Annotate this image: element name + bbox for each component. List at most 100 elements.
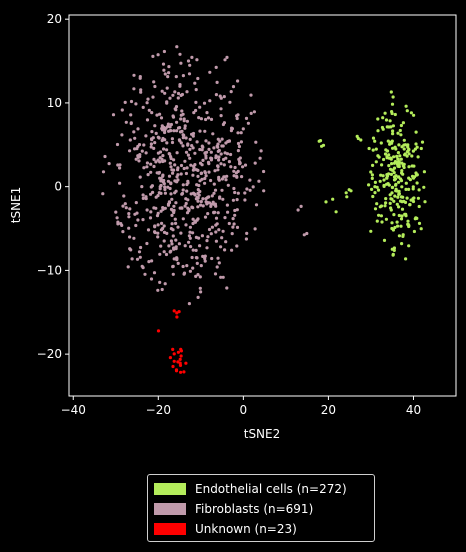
scatter-point [397,189,401,193]
scatter-point [378,179,382,183]
scatter-point [174,201,178,205]
scatter-point [172,158,176,162]
scatter-point [391,95,395,99]
scatter-point [147,108,151,112]
scatter-point [134,102,138,106]
scatter-point [163,72,167,76]
scatter-point [203,151,207,155]
scatter-point [216,164,220,168]
scatter-point [225,55,229,60]
scatter-point [207,147,211,151]
scatter-point [221,229,225,233]
scatter-point [101,192,105,196]
scatter-point [174,238,178,242]
scatter-point [156,235,160,239]
scatter-point [377,155,381,159]
scatter-point [207,170,211,174]
scatter-point [374,147,378,151]
scatter-point [384,118,389,122]
scatter-point [123,100,127,104]
scatter-point [174,221,178,225]
scatter-point [151,136,155,140]
scatter-point [376,129,380,133]
scatter-point [165,141,169,145]
scatter-point [201,197,205,201]
scatter-point [407,165,411,169]
scatter-point [181,74,185,78]
scatter-point [183,126,187,130]
scatter-point [405,154,409,158]
scatter-point [396,157,400,161]
scatter-point [149,162,153,166]
x-tick-label: 0 [240,403,248,417]
scatter-point [397,143,401,147]
scatter-point [224,178,228,182]
scatter-point [223,248,227,252]
scatter-point [163,159,167,163]
scatter-point [209,202,213,206]
scatter-point [124,120,128,124]
scatter-point [412,196,416,200]
scatter-point [191,206,195,210]
scatter-point [216,145,220,149]
scatter-point [397,164,401,169]
scatter-point [374,160,378,164]
scatter-point [175,256,179,260]
legend-swatch [154,483,186,495]
scatter-point [140,149,144,153]
scatter-point [177,242,181,246]
scatter-point [156,231,160,235]
scatter-point [320,144,324,148]
scatter-point [175,311,179,315]
scatter-point [207,162,211,166]
scatter-point [207,227,212,232]
scatter-point [182,271,187,275]
scatter-point [389,197,393,201]
scatter-point [218,196,222,200]
scatter-point [179,354,183,358]
scatter-point [209,178,213,183]
scatter-point [222,95,226,99]
scatter-point [150,111,154,115]
scatter-point [181,112,185,116]
scatter-point [370,187,374,191]
scatter-point [401,121,405,125]
scatter-point [226,183,230,187]
scatter-point [161,206,165,210]
scatter-point [385,156,389,160]
scatter-point [214,65,218,69]
scatter-point [214,204,218,208]
scatter-point [193,219,197,223]
scatter-point [204,197,208,201]
scatter-point [236,149,240,153]
legend-swatch [154,503,186,515]
y-tick-label: 10 [47,96,62,110]
scatter-point [397,205,401,209]
scatter-point [389,172,393,176]
scatter-point [153,141,157,145]
scatter-point [199,290,203,294]
scatter-point [201,145,205,149]
legend-swatch [154,523,186,535]
scatter-point [227,221,231,226]
scatter-point [171,234,175,238]
scatter-point [387,164,391,168]
scatter-point [344,191,348,195]
scatter-point [165,101,169,105]
scatter-point [219,152,223,156]
scatter-point [373,139,377,143]
scatter-point [149,170,153,174]
scatter-point [174,108,178,112]
scatter-point [176,91,181,96]
scatter-point [423,200,427,204]
scatter-point [400,242,404,246]
scatter-point [369,229,373,233]
scatter-point [400,185,404,189]
scatter-point [181,136,185,140]
scatter-point [169,165,173,169]
scatter-point [197,116,201,120]
scatter-point [154,195,158,199]
scatter-point [101,170,106,174]
scatter-point [184,361,188,365]
